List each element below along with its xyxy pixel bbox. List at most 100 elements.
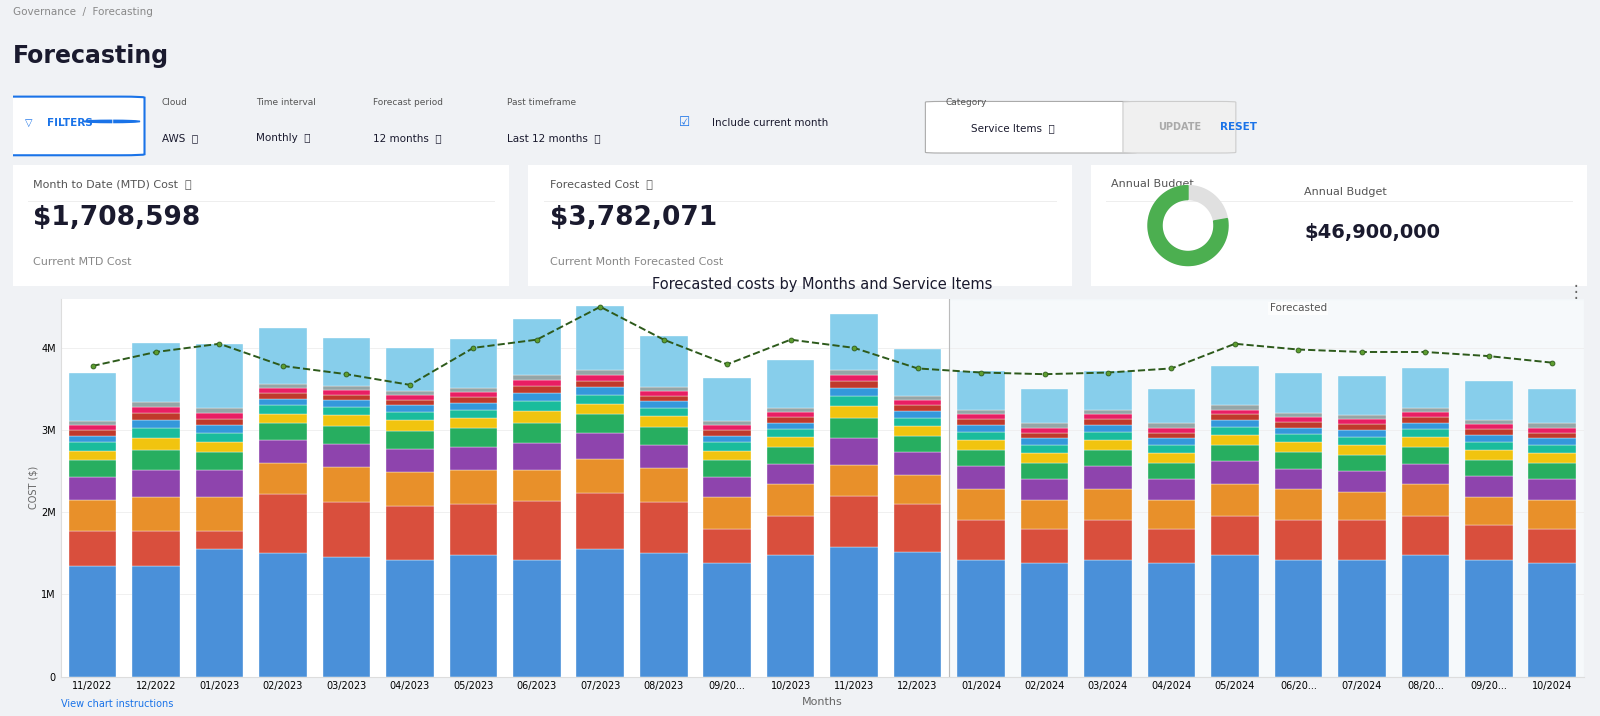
- Bar: [386, 472, 434, 506]
- Bar: [1085, 450, 1131, 466]
- Polygon shape: [1149, 185, 1227, 266]
- Bar: [133, 343, 179, 402]
- Bar: [69, 531, 117, 566]
- Bar: [576, 549, 624, 677]
- Bar: [323, 390, 370, 395]
- Bar: [766, 422, 814, 430]
- Bar: [1021, 432, 1069, 438]
- Bar: [704, 436, 750, 442]
- Bar: [766, 448, 814, 464]
- Bar: [195, 497, 243, 531]
- Bar: [576, 381, 624, 387]
- Bar: [576, 395, 624, 404]
- Budget: [1226, 339, 1245, 348]
- Text: Cloud: Cloud: [162, 98, 187, 107]
- Bar: [259, 388, 307, 393]
- Bar: [957, 410, 1005, 415]
- Bar: [957, 450, 1005, 466]
- Bar: [1338, 455, 1386, 471]
- Budget: [83, 362, 102, 370]
- Budget: [909, 364, 928, 373]
- Text: Service Items  ⌵: Service Items ⌵: [971, 124, 1054, 133]
- Bar: [386, 391, 434, 395]
- Bar: [1402, 369, 1450, 408]
- Bar: [957, 521, 1005, 560]
- Budget: [1162, 364, 1181, 373]
- Bar: [1021, 389, 1069, 423]
- Bar: [1021, 563, 1069, 677]
- Bar: [386, 412, 434, 420]
- Bar: [1528, 438, 1576, 445]
- Text: Governance  /  Forecasting: Governance / Forecasting: [13, 7, 152, 17]
- Bar: [69, 477, 117, 500]
- Bar: [69, 500, 117, 531]
- Bar: [957, 560, 1005, 677]
- Bar: [640, 408, 688, 416]
- Bar: [450, 392, 498, 397]
- Bar: [259, 494, 307, 553]
- Bar: [133, 497, 179, 531]
- Bar: [1338, 521, 1386, 560]
- Bar: [1528, 445, 1576, 453]
- Bar: [766, 412, 814, 417]
- Bar: [576, 306, 624, 370]
- Y-axis label: COST ($): COST ($): [29, 466, 38, 509]
- Bar: [1338, 492, 1386, 521]
- Bar: [1211, 445, 1259, 461]
- Bar: [1021, 480, 1069, 500]
- Bar: [704, 421, 750, 425]
- Bar: [133, 566, 179, 677]
- Bar: [195, 549, 243, 677]
- Bar: [1528, 427, 1576, 432]
- Bar: [450, 447, 498, 470]
- Bar: [1211, 415, 1259, 420]
- Bar: [1338, 471, 1386, 492]
- Bar: [323, 415, 370, 426]
- Bar: [450, 470, 498, 504]
- Bar: [195, 470, 243, 497]
- Bar: [640, 336, 688, 387]
- Bar: [514, 319, 560, 375]
- Bar: [576, 415, 624, 432]
- Bar: [1085, 560, 1131, 677]
- Text: View chart instructions: View chart instructions: [61, 700, 173, 710]
- Bar: [894, 400, 941, 405]
- Bar: [386, 420, 434, 431]
- Bar: [704, 498, 750, 528]
- Bar: [450, 417, 498, 428]
- Bar: [259, 423, 307, 440]
- Bar: [1466, 476, 1512, 497]
- Bar: [133, 470, 179, 497]
- Bar: [386, 506, 434, 560]
- Bar: [1466, 442, 1512, 450]
- Circle shape: [83, 120, 139, 122]
- Bar: [1021, 423, 1069, 427]
- Bar: [1275, 422, 1322, 427]
- Bar: [1085, 371, 1131, 410]
- Bar: [1466, 460, 1512, 476]
- Text: Time interval: Time interval: [256, 98, 315, 107]
- Bar: [514, 386, 560, 393]
- Budget: [1542, 359, 1562, 367]
- Line: Budget: Budget: [90, 304, 1555, 387]
- Bar: [704, 477, 750, 498]
- Bar: [766, 417, 814, 422]
- Bar: [1085, 432, 1131, 440]
- Bar: [830, 375, 878, 381]
- Bar: [69, 566, 117, 677]
- Bar: [894, 453, 941, 475]
- Text: $3,782,071: $3,782,071: [550, 205, 717, 231]
- Bar: [957, 420, 1005, 425]
- FancyBboxPatch shape: [3, 163, 518, 289]
- Bar: [1528, 480, 1576, 500]
- Bar: [259, 384, 307, 388]
- Bar: [1147, 453, 1195, 463]
- Bar: [1466, 425, 1512, 430]
- Bar: [640, 427, 688, 445]
- Bar: [704, 430, 750, 436]
- Bar: [957, 440, 1005, 450]
- Bar: [1211, 555, 1259, 677]
- Text: $46,900,000: $46,900,000: [1304, 223, 1440, 242]
- Bar: [1338, 420, 1386, 425]
- Bar: [259, 414, 307, 423]
